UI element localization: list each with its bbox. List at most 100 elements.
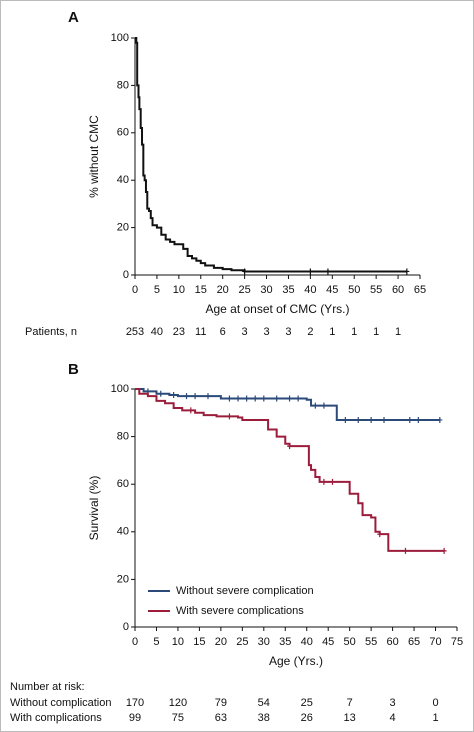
y-tick-label: 100 bbox=[111, 383, 129, 395]
risk-value: 253 bbox=[126, 326, 144, 338]
censor-mark bbox=[377, 531, 383, 538]
risk-value: 1 bbox=[432, 712, 438, 724]
censor-mark bbox=[404, 268, 410, 275]
y-tick-label: 80 bbox=[117, 79, 129, 91]
censor-mark bbox=[325, 268, 331, 275]
censor-mark bbox=[205, 393, 211, 400]
y-tick-label: 0 bbox=[123, 269, 129, 281]
x-tick-label: 15 bbox=[195, 284, 207, 296]
panel-label: B bbox=[68, 361, 79, 378]
risk-value: 1 bbox=[351, 326, 357, 338]
x-tick-label: 25 bbox=[236, 636, 248, 648]
y-tick-label: 60 bbox=[117, 478, 129, 490]
risk-value: 1 bbox=[395, 326, 401, 338]
censor-mark bbox=[192, 393, 198, 400]
x-tick-label: 45 bbox=[322, 636, 334, 648]
risk-value: 120 bbox=[169, 697, 187, 709]
x-tick-label: 50 bbox=[348, 284, 360, 296]
censor-mark bbox=[415, 416, 421, 423]
risk-value: 170 bbox=[126, 697, 144, 709]
risk-value: 99 bbox=[129, 712, 141, 724]
x-tick-label: 20 bbox=[215, 636, 227, 648]
risk-row-label: Without complication bbox=[10, 697, 112, 709]
censor-mark bbox=[402, 547, 408, 554]
x-tick-label: 65 bbox=[414, 284, 426, 296]
risk-value: 25 bbox=[301, 697, 313, 709]
risk-value: 79 bbox=[215, 697, 227, 709]
risk-row-label: With complications bbox=[10, 712, 102, 724]
x-tick-label: 65 bbox=[408, 636, 420, 648]
x-tick-label: 35 bbox=[282, 284, 294, 296]
censor-mark bbox=[355, 416, 361, 423]
x-tick-label: 20 bbox=[217, 284, 229, 296]
x-tick-label: 30 bbox=[258, 636, 270, 648]
risk-value: 75 bbox=[172, 712, 184, 724]
censor-mark bbox=[171, 391, 177, 398]
risk-value: 23 bbox=[173, 326, 185, 338]
risk-value: 40 bbox=[151, 326, 163, 338]
y-tick-label: 20 bbox=[117, 222, 129, 234]
x-tick-label: 45 bbox=[326, 284, 338, 296]
risk-value: 13 bbox=[344, 712, 356, 724]
y-tick-label: 100 bbox=[111, 32, 129, 44]
censor-mark bbox=[274, 395, 280, 402]
risk-value: 1 bbox=[373, 326, 379, 338]
x-tick-label: 25 bbox=[238, 284, 250, 296]
censor-mark bbox=[188, 407, 194, 414]
risk-value: 6 bbox=[220, 326, 226, 338]
risk-value: 1 bbox=[329, 326, 335, 338]
x-tick-label: 60 bbox=[392, 284, 404, 296]
risk-value: 63 bbox=[215, 712, 227, 724]
y-tick-label: 40 bbox=[117, 174, 129, 186]
y-axis-label: % without CMC bbox=[87, 115, 101, 198]
censor-mark bbox=[342, 416, 348, 423]
y-tick-label: 0 bbox=[123, 621, 129, 633]
x-tick-label: 5 bbox=[154, 284, 160, 296]
censor-mark bbox=[242, 268, 248, 275]
x-tick-label: 75 bbox=[451, 636, 463, 648]
x-axis-label: Age (Yrs.) bbox=[269, 654, 323, 668]
censor-mark bbox=[244, 395, 250, 402]
censor-mark bbox=[158, 390, 164, 397]
legend-label: With severe complications bbox=[176, 605, 304, 617]
censor-mark bbox=[312, 402, 318, 409]
risk-value: 3 bbox=[285, 326, 291, 338]
x-tick-label: 10 bbox=[172, 636, 184, 648]
risk-value: 4 bbox=[390, 712, 396, 724]
censor-mark bbox=[381, 416, 387, 423]
x-tick-label: 35 bbox=[279, 636, 291, 648]
survival-curve bbox=[135, 37, 407, 273]
censor-mark bbox=[287, 395, 293, 402]
legend-label: Without severe complication bbox=[176, 585, 314, 597]
x-tick-label: 55 bbox=[370, 284, 382, 296]
risk-value: 54 bbox=[258, 697, 270, 709]
x-tick-label: 10 bbox=[173, 284, 185, 296]
panel-label: A bbox=[68, 9, 79, 26]
censor-mark bbox=[321, 478, 327, 485]
censor-mark bbox=[329, 478, 335, 485]
risk-value: 26 bbox=[301, 712, 313, 724]
censor-mark bbox=[235, 395, 241, 402]
survival-curve bbox=[135, 388, 445, 552]
y-tick-label: 40 bbox=[117, 526, 129, 538]
censor-mark bbox=[184, 393, 190, 400]
censor-mark bbox=[407, 416, 413, 423]
censor-mark bbox=[307, 268, 313, 275]
censor-mark bbox=[437, 416, 443, 423]
x-tick-label: 15 bbox=[193, 636, 205, 648]
risk-value: 3 bbox=[242, 326, 248, 338]
x-tick-label: 55 bbox=[365, 636, 377, 648]
risk-value: 3 bbox=[263, 326, 269, 338]
x-axis-label: Age at onset of CMC (Yrs.) bbox=[205, 302, 349, 316]
y-tick-label: 60 bbox=[117, 127, 129, 139]
y-tick-label: 20 bbox=[117, 573, 129, 585]
risk-value: 2 bbox=[307, 326, 313, 338]
risk-value: 3 bbox=[390, 697, 396, 709]
censor-mark bbox=[252, 395, 258, 402]
risk-value: 11 bbox=[195, 326, 206, 338]
censor-mark bbox=[226, 413, 232, 420]
risk-row-label: Patients, n bbox=[25, 326, 77, 338]
x-tick-label: 30 bbox=[260, 284, 272, 296]
x-tick-label: 60 bbox=[386, 636, 398, 648]
